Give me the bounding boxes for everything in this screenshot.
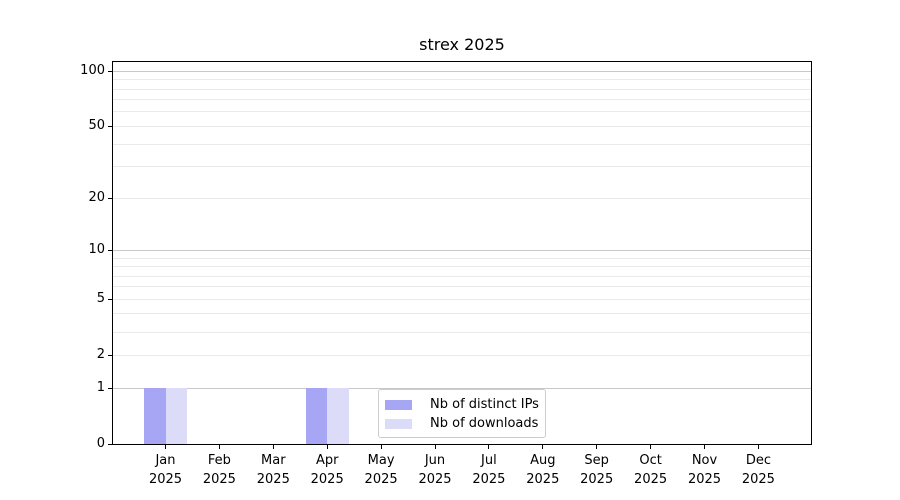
x-tick-mark (704, 445, 705, 449)
y-gridline-minor (113, 257, 811, 259)
legend-swatch-distinct-ips (385, 399, 412, 410)
x-tick-mark (757, 445, 759, 449)
y-gridline-minor (113, 331, 811, 333)
x-tick-month: Oct (639, 453, 662, 468)
y-gridline-minor (113, 354, 811, 356)
x-tick-year: 2025 (364, 472, 398, 487)
x-tick-month: Sep (584, 453, 609, 468)
y-tick-mark (108, 197, 112, 199)
x-tick-label: Mar 2025 (231, 451, 315, 489)
y-tick-mark (108, 249, 112, 251)
y-gridline-minor (113, 125, 811, 127)
x-tick-label: Jul 2025 (447, 451, 531, 489)
x-tick-year: 2025 (256, 472, 290, 487)
x-tick-year: 2025 (634, 472, 668, 487)
x-tick-year: 2025 (148, 472, 183, 487)
x-tick-month: Dec (745, 453, 771, 468)
y-tick-mark (108, 125, 112, 127)
x-tick-mark (326, 445, 328, 449)
y-tick-mark (108, 298, 112, 300)
y-tick-label: 50 (88, 118, 105, 134)
x-tick-mark (596, 445, 598, 449)
legend-label: Nb of distinct IPs (430, 397, 539, 412)
legend: Nb of distinct IPs Nb of downloads (378, 389, 546, 438)
x-tick-label: Nov 2025 (663, 451, 747, 489)
legend-item: Nb of distinct IPs (385, 395, 539, 414)
x-tick-year: 2025 (526, 472, 560, 487)
x-tick-label: Jun 2025 (393, 451, 477, 489)
x-tick-month: Feb (207, 453, 231, 468)
y-tick-mark (108, 70, 112, 72)
y-tick-mark (108, 443, 112, 445)
x-tick-year: 2025 (472, 472, 506, 487)
y-gridline-minor (113, 143, 811, 145)
chart-title: strex 2025 (419, 35, 505, 54)
x-tick-month: May (367, 453, 395, 468)
x-tick-month: Nov (691, 453, 718, 468)
plot-area (112, 61, 812, 445)
x-tick-label: Sep 2025 (555, 451, 639, 489)
y-gridline-minor (113, 197, 811, 199)
x-tick-year: 2025 (741, 472, 775, 487)
bar-distinct-ips (144, 388, 166, 444)
x-tick-month: Jun (424, 453, 446, 468)
x-tick-year: 2025 (687, 472, 722, 487)
x-tick-label: Dec 2025 (716, 451, 800, 489)
y-gridline-minor (113, 298, 811, 300)
x-tick-year: 2025 (418, 472, 452, 487)
legend-label: Nb of downloads (430, 416, 539, 431)
x-tick-label: Aug 2025 (501, 451, 585, 489)
x-tick-mark (650, 445, 652, 449)
y-gridline-minor (113, 266, 811, 267)
x-tick-label: Feb 2025 (177, 451, 261, 489)
x-tick-mark (165, 445, 166, 449)
x-tick-label: May 2025 (339, 451, 423, 489)
y-gridline-minor (113, 313, 811, 315)
x-tick-mark (488, 445, 490, 449)
x-tick-year: 2025 (202, 472, 236, 487)
x-tick-month: Aug (530, 453, 556, 468)
x-tick-month: Jan (155, 453, 176, 468)
y-gridline-major (113, 70, 811, 72)
x-tick-label: Oct 2025 (609, 451, 693, 489)
x-tick-year: 2025 (580, 472, 614, 487)
y-gridline-major (113, 387, 811, 389)
y-gridline-minor (113, 99, 811, 101)
x-tick-mark (380, 445, 382, 449)
x-tick-month: Mar (261, 453, 286, 468)
y-tick-mark (108, 387, 112, 389)
y-tick-label: 2 (96, 347, 105, 363)
y-tick-label: 100 (80, 63, 105, 79)
y-gridline-major (113, 249, 811, 251)
bar-downloads (327, 388, 349, 444)
y-gridline-minor (113, 111, 811, 113)
y-tick-label: 20 (88, 190, 105, 206)
x-tick-label: Apr 2025 (285, 451, 369, 489)
x-tick-month: Apr (315, 453, 339, 468)
y-gridline-minor (113, 275, 811, 277)
y-gridline-minor (113, 166, 811, 168)
y-tick-label: 10 (88, 242, 105, 258)
x-tick-mark (218, 445, 220, 449)
x-tick-year: 2025 (310, 472, 344, 487)
bar-distinct-ips (305, 388, 328, 444)
legend-swatch-downloads (385, 418, 412, 429)
x-tick-mark (272, 445, 274, 449)
legend-item: Nb of downloads (385, 414, 539, 433)
y-tick-label: 1 (96, 380, 105, 395)
y-gridline-minor (113, 286, 811, 288)
bar-downloads (165, 388, 187, 444)
x-tick-mark (434, 445, 436, 449)
x-tick-mark (542, 445, 544, 449)
y-gridline-minor (113, 88, 811, 90)
y-tick-label: 0 (96, 436, 105, 451)
y-tick-label: 5 (96, 291, 105, 307)
y-tick-mark (108, 354, 112, 356)
x-tick-label: Jan 2025 (124, 451, 208, 489)
y-gridline-minor (113, 79, 811, 81)
x-tick-month: Jul (481, 453, 497, 468)
